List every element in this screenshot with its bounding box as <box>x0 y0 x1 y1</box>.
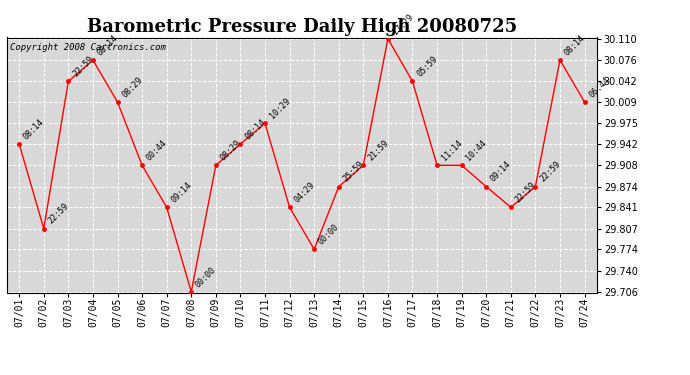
Text: 22:59: 22:59 <box>46 202 70 226</box>
Text: 21:59: 21:59 <box>366 138 390 162</box>
Text: 10:29: 10:29 <box>268 96 292 120</box>
Text: 06:44: 06:44 <box>587 75 611 99</box>
Text: 08:14: 08:14 <box>243 117 267 141</box>
Text: 08:14: 08:14 <box>563 33 586 57</box>
Text: 00:00: 00:00 <box>317 222 341 246</box>
Text: 08:29: 08:29 <box>219 138 243 162</box>
Text: 22:59: 22:59 <box>71 54 95 79</box>
Text: 00:00: 00:00 <box>194 265 218 289</box>
Text: 08:14: 08:14 <box>22 117 46 141</box>
Text: 05:59: 05:59 <box>415 54 440 79</box>
Text: 25:59: 25:59 <box>342 160 366 184</box>
Text: 08:29: 08:29 <box>120 75 144 99</box>
Text: 09:14: 09:14 <box>489 160 513 184</box>
Text: 08:14: 08:14 <box>96 33 120 57</box>
Text: 09:14: 09:14 <box>170 180 193 204</box>
Text: 00:44: 00:44 <box>145 138 169 162</box>
Text: 22:59: 22:59 <box>513 180 538 204</box>
Text: 22:59: 22:59 <box>538 160 562 184</box>
Text: 17:29: 17:29 <box>391 12 415 36</box>
Title: Barometric Pressure Daily High 20080725: Barometric Pressure Daily High 20080725 <box>87 18 517 36</box>
Text: 04:29: 04:29 <box>293 180 317 204</box>
Text: 10:44: 10:44 <box>464 138 489 162</box>
Text: Copyright 2008 Cartronics.com: Copyright 2008 Cartronics.com <box>10 43 166 52</box>
Text: 11:14: 11:14 <box>440 138 464 162</box>
